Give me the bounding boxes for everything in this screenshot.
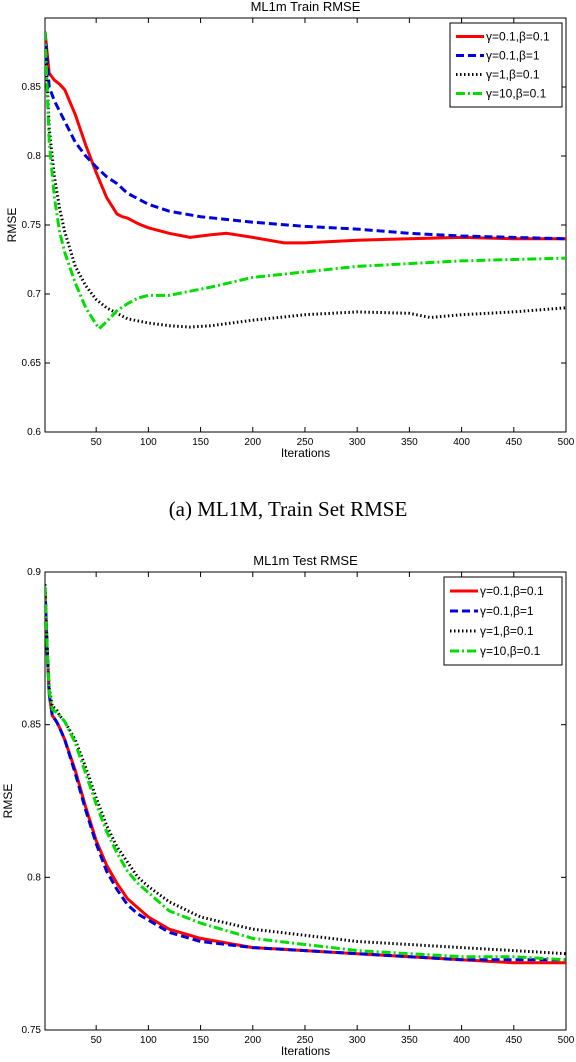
- y-tick-label: 0.65: [22, 358, 42, 369]
- x-tick-label: 350: [401, 1035, 418, 1046]
- series-line: [45, 31, 566, 245]
- y-tick-label: 0.8: [27, 872, 41, 883]
- y-tick-label: 0.6: [27, 427, 41, 438]
- y-tick-label: 0.9: [27, 567, 41, 578]
- x-tick-label: 200: [244, 437, 261, 448]
- y-axis-label: RMSE: [1, 784, 15, 819]
- legend-label: γ=1,β=0.1: [480, 624, 534, 638]
- x-axis-label: Iterations: [281, 1044, 330, 1058]
- series-line: [45, 587, 566, 962]
- x-tick-label: 100: [140, 437, 157, 448]
- x-tick-label: 450: [505, 437, 522, 448]
- legend: γ=0.1,β=0.1 γ=0.1,β=1 γ=1,β=0.1 γ=10,β=0.1: [449, 22, 563, 108]
- x-tick-label: 100: [140, 1035, 157, 1046]
- series-line: [45, 31, 566, 241]
- train-rmse-chart: ML1m Train RMSE 50 100 150 200 250 300 350 400 45…: [5, 0, 575, 460]
- legend-label: γ=0.1,β=0.1: [480, 584, 544, 598]
- series-line: [45, 31, 566, 330]
- legend-label: γ=10,β=0.1: [480, 644, 541, 658]
- y-tick-label: 0.85: [22, 720, 42, 731]
- y-tick-label: 0.7: [27, 289, 41, 300]
- figure-caption-a: (a) ML1M, Train Set RMSE: [168, 497, 408, 521]
- x-tick-label: 300: [349, 1035, 366, 1046]
- x-tick-label: 50: [91, 1035, 103, 1046]
- x-tick-label: 250: [297, 437, 314, 448]
- x-tick-label: 350: [401, 437, 418, 448]
- y-tick-label: 0.85: [22, 82, 42, 93]
- test-rmse-chart: ML1m Test RMSE 50 100 150 200 250 300 350 400 450…: [1, 553, 575, 1058]
- y-axis-label: RMSE: [5, 208, 19, 243]
- series-line: [45, 587, 566, 962]
- x-tick-label: 300: [349, 437, 366, 448]
- legend-label: γ=1,β=0.1: [486, 68, 540, 82]
- x-tick-label: 150: [192, 437, 209, 448]
- y-tick-label: 0.75: [22, 1025, 42, 1036]
- y-tick-label: 0.75: [22, 220, 42, 231]
- legend-label: γ=0.1,β=1: [486, 49, 540, 63]
- y-tick-label: 0.8: [27, 151, 41, 162]
- x-tick-label: 250: [297, 1035, 314, 1046]
- x-tick-label: 500: [558, 1035, 575, 1046]
- chart-title: ML1m Train RMSE: [251, 0, 361, 14]
- x-tick-label: 50: [91, 437, 103, 448]
- x-tick-label: 450: [505, 1035, 522, 1046]
- x-tick-label: 500: [558, 437, 575, 448]
- x-axis-label: Iterations: [281, 446, 330, 460]
- chart-title: ML1m Test RMSE: [253, 553, 358, 568]
- x-tick-label: 200: [244, 1035, 261, 1046]
- x-tick-label: 400: [453, 437, 470, 448]
- legend-label: γ=0.1,β=1: [480, 604, 534, 618]
- series-line: [45, 31, 566, 329]
- x-tick-label: 150: [192, 1035, 209, 1046]
- legend: γ=0.1,β=0.1 γ=0.1,β=1 γ=1,β=0.1 γ=10,β=0.1: [443, 576, 563, 666]
- legend-label: γ=10,β=0.1: [486, 87, 547, 101]
- legend-label: γ=0.1,β=0.1: [486, 30, 550, 44]
- x-tick-label: 400: [453, 1035, 470, 1046]
